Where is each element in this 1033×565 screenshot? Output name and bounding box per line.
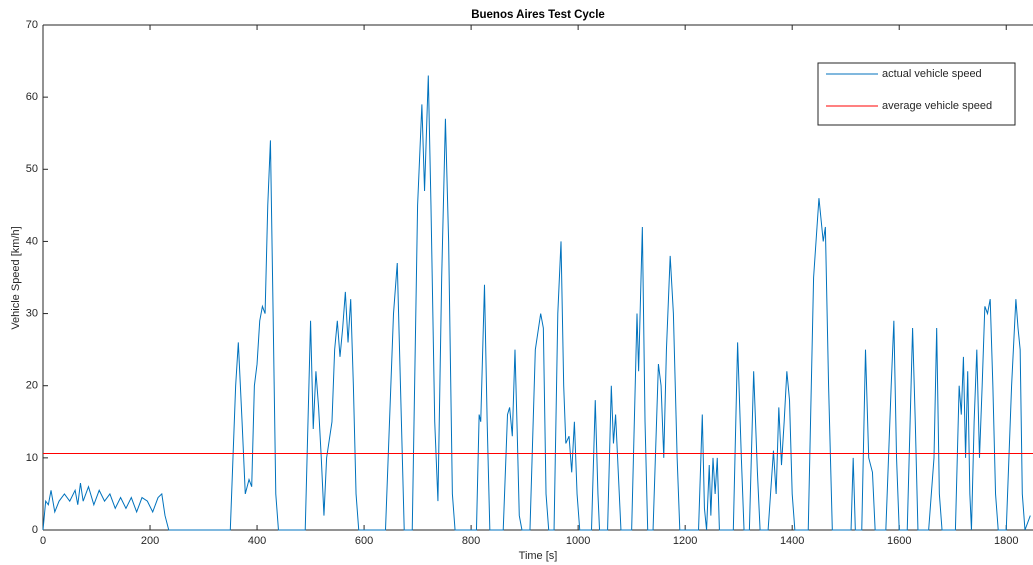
x-tick-label: 1000: [566, 535, 590, 547]
y-tick-label: 10: [26, 452, 38, 464]
x-tick-label: 400: [248, 535, 266, 547]
y-tick-label: 50: [26, 163, 38, 175]
y-axis-label: Vehicle Speed [km/h]: [10, 226, 22, 329]
legend-box: [817, 62, 1016, 126]
series-line: [42, 75, 1031, 531]
y-tick-label: 70: [26, 19, 38, 31]
y-tick-label: 20: [26, 380, 38, 392]
chart-title: Buenos Aires Test Cycle: [471, 9, 605, 21]
x-tick-label: 200: [141, 535, 159, 547]
x-tick-label: 1600: [887, 535, 911, 547]
y-tick-label: 0: [32, 524, 38, 536]
x-tick-label: 600: [355, 535, 373, 547]
y-tick-label: 60: [26, 91, 38, 103]
x-tick-label: 800: [462, 535, 480, 547]
x-axis-label: Time [s]: [519, 550, 558, 562]
legend-label: actual vehicle speed: [882, 68, 982, 80]
x-tick-label: 1400: [780, 535, 804, 547]
y-tick-label: 30: [26, 307, 38, 319]
x-tick-label: 1800: [994, 535, 1018, 547]
legend-label: average vehicle speed: [882, 100, 992, 112]
x-tick-label: 1200: [673, 535, 697, 547]
x-tick-label: 0: [40, 535, 46, 547]
y-tick-label: 40: [26, 235, 38, 247]
